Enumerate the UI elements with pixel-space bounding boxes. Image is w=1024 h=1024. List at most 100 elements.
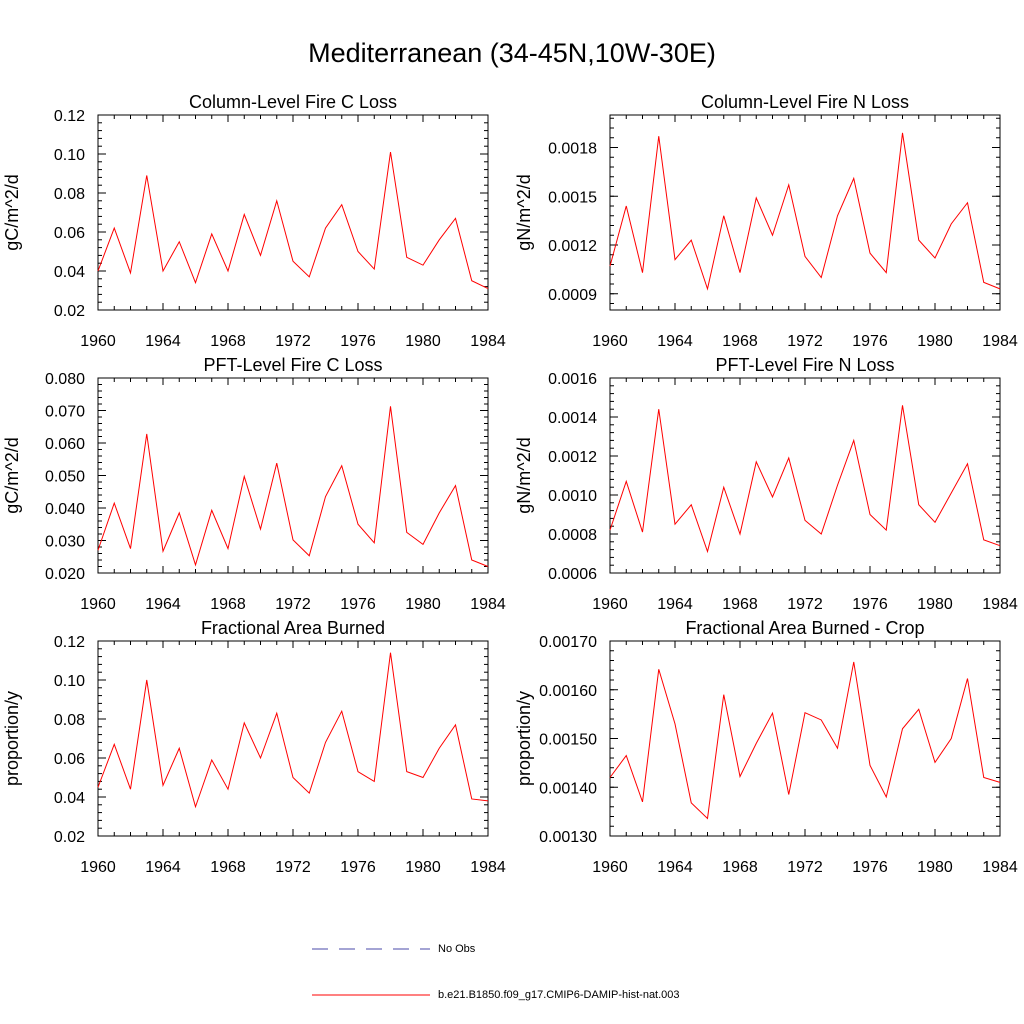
panel-3: PFT-Level Fire C Loss gC/m^2/d 1960 1964 196… <box>2 355 506 613</box>
y-tick-label: 0.020 <box>45 566 85 583</box>
x-tick-label: 1968 <box>722 596 758 613</box>
y-tick-label: 0.0012 <box>548 449 597 466</box>
x-tick-label: 1984 <box>470 859 506 876</box>
y-tick-label: 0.0016 <box>548 371 597 388</box>
x-tick-label: 1960 <box>592 596 628 613</box>
x-tick-label: 1964 <box>145 859 181 876</box>
x-tick-label: 1984 <box>470 596 506 613</box>
panel-title: PFT-Level Fire C Loss <box>203 355 382 375</box>
x-tick-label: 1984 <box>982 859 1018 876</box>
y-axis-label: gC/m^2/d <box>2 437 22 513</box>
y-tick-label: 0.06 <box>54 751 85 768</box>
y-tick-label: 0.0015 <box>548 189 597 206</box>
series-line <box>97 151 489 290</box>
y-tick-label: 0.0014 <box>548 410 597 427</box>
x-tick-label: 1960 <box>80 596 116 613</box>
legend-model-label: b.e21.B1850.f09_g17.CMIP6-DAMIP-hist-nat… <box>438 989 680 1001</box>
series-line <box>609 405 1001 554</box>
y-tick-label: 0.0009 <box>548 287 597 304</box>
plot-frame <box>97 114 489 311</box>
x-tick-label: 1968 <box>722 333 758 350</box>
panel-6: Fractional Area Burned - Crop proportion/… <box>514 618 1018 876</box>
panel-4: PFT-Level Fire N Loss gN/m^2/d 1960 1964 196… <box>514 355 1018 613</box>
x-tick-label: 1984 <box>470 333 506 350</box>
y-tick-label: 0.00170 <box>539 634 597 651</box>
y-tick-label: 0.00160 <box>539 683 597 700</box>
figure-title: Mediterranean (34-45N,10W-30E) <box>308 38 716 68</box>
x-tick-label: 1980 <box>405 596 441 613</box>
y-tick-label: 0.08 <box>54 186 85 203</box>
x-tick-label: 1976 <box>852 596 888 613</box>
x-tick-label: 1980 <box>917 859 953 876</box>
x-tick-label: 1972 <box>787 859 823 876</box>
plot-frame <box>97 640 489 837</box>
y-tick-label: 0.10 <box>54 673 85 690</box>
x-tick-label: 1980 <box>917 333 953 350</box>
x-tick-label: 1972 <box>275 596 311 613</box>
series-line <box>97 652 489 809</box>
x-tick-label: 1968 <box>210 596 246 613</box>
y-tick-label: 0.06 <box>54 225 85 242</box>
x-tick-label: 1976 <box>340 859 376 876</box>
y-tick-label: 0.00140 <box>539 780 597 797</box>
x-tick-label: 1968 <box>722 859 758 876</box>
y-axis-label: gN/m^2/d <box>514 174 534 250</box>
y-tick-label: 0.12 <box>54 634 85 651</box>
x-tick-label: 1976 <box>852 859 888 876</box>
legend-obs-line <box>312 948 430 950</box>
y-tick-label: 0.030 <box>45 534 85 551</box>
x-tick-label: 1964 <box>657 596 693 613</box>
y-tick-label: 0.04 <box>54 790 85 807</box>
legend-model-line <box>312 994 430 996</box>
x-tick-label: 1980 <box>405 859 441 876</box>
y-axis-label: gN/m^2/d <box>514 437 534 513</box>
x-tick-label: 1960 <box>80 333 116 350</box>
plot-frame <box>609 640 1001 837</box>
y-tick-label: 0.08 <box>54 712 85 729</box>
x-tick-label: 1980 <box>405 333 441 350</box>
series-line <box>609 661 1001 820</box>
x-tick-label: 1964 <box>145 333 181 350</box>
x-tick-label: 1964 <box>657 859 693 876</box>
y-tick-label: 0.0018 <box>548 141 597 158</box>
panel-1: Column-Level Fire C Loss gC/m^2/d 1960 1964… <box>2 92 506 350</box>
x-tick-label: 1960 <box>80 859 116 876</box>
legend-obs-label: No Obs <box>438 943 476 955</box>
panel-title: Column-Level Fire N Loss <box>701 92 909 112</box>
plot-frame <box>97 377 489 574</box>
y-tick-label: 0.050 <box>45 469 85 486</box>
y-axis-label: proportion/y <box>2 691 22 786</box>
x-tick-label: 1972 <box>787 333 823 350</box>
x-tick-label: 1972 <box>275 859 311 876</box>
y-tick-label: 0.0008 <box>548 527 597 544</box>
panel-2: Column-Level Fire N Loss gN/m^2/d 1960 1964… <box>514 92 1018 350</box>
y-tick-label: 0.02 <box>54 303 85 320</box>
x-tick-label: 1968 <box>210 333 246 350</box>
x-tick-label: 1960 <box>592 859 628 876</box>
x-tick-label: 1964 <box>657 333 693 350</box>
y-tick-label: 0.0010 <box>548 488 597 505</box>
y-tick-label: 0.04 <box>54 264 85 281</box>
x-tick-label: 1972 <box>275 333 311 350</box>
y-axis-label: gC/m^2/d <box>2 174 22 250</box>
x-tick-label: 1976 <box>852 333 888 350</box>
panel-title: Column-Level Fire C Loss <box>189 92 397 112</box>
y-tick-label: 0.12 <box>54 108 85 125</box>
x-tick-label: 1960 <box>592 333 628 350</box>
panel-title: Fractional Area Burned - Crop <box>685 618 924 638</box>
series-line <box>97 406 489 567</box>
x-tick-label: 1984 <box>982 333 1018 350</box>
y-tick-label: 0.10 <box>54 147 85 164</box>
panel-title: Fractional Area Burned <box>201 618 385 638</box>
series-line <box>609 132 1001 291</box>
y-tick-label: 0.0006 <box>548 566 597 583</box>
y-tick-label: 0.00130 <box>539 829 597 846</box>
y-tick-label: 0.02 <box>54 829 85 846</box>
x-tick-label: 1980 <box>917 596 953 613</box>
panel-title: PFT-Level Fire N Loss <box>715 355 894 375</box>
y-tick-label: 0.00150 <box>539 732 597 749</box>
x-tick-label: 1984 <box>982 596 1018 613</box>
x-tick-label: 1976 <box>340 333 376 350</box>
x-tick-label: 1972 <box>787 596 823 613</box>
